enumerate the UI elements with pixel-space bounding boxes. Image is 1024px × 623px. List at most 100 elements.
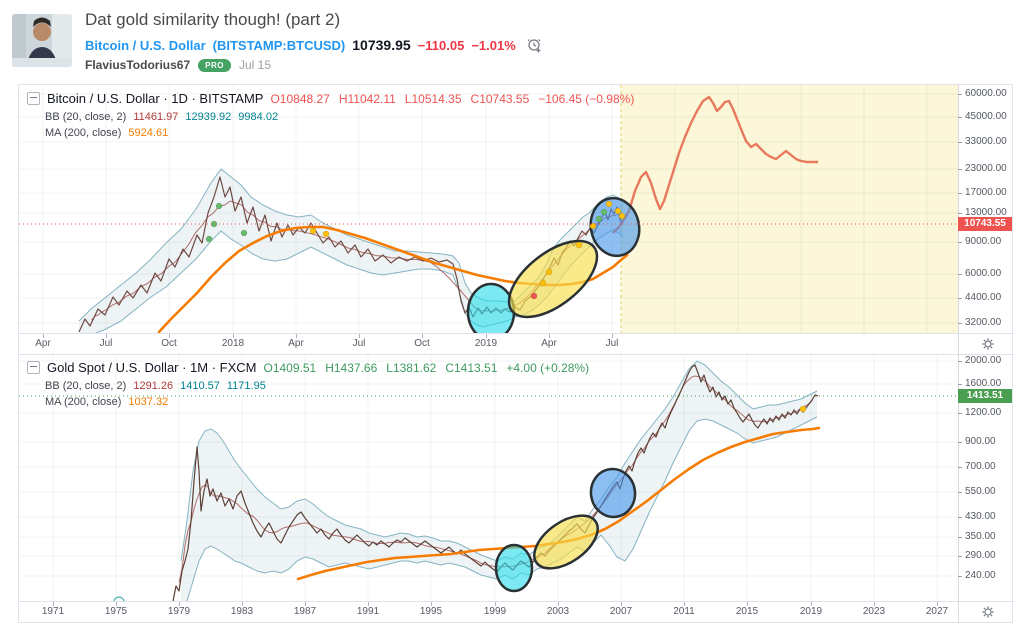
y-tick-label: 4400.00	[957, 292, 1002, 303]
x-tick-label: 2027	[925, 606, 949, 617]
last-price-tag-bitcoin: 10743.55	[958, 217, 1012, 231]
last-price-tag-gold: 1413.51	[958, 389, 1012, 403]
bb-basis-value: 1291.26	[133, 380, 174, 392]
x-tick-mark	[305, 602, 306, 606]
chart-widget: Bitcoin / U.S. Dollar · 1D · BITSTAMP O1…	[18, 84, 1014, 623]
x-tick-mark	[53, 602, 54, 606]
bb-label: BB (20, close, 2)	[45, 380, 127, 392]
low-value: L10514.35	[404, 91, 462, 106]
idea-header: Dat gold similarity though! (part 2) Bit…	[0, 0, 1024, 84]
x-tick-label: 2019	[474, 338, 498, 349]
low-value: L1381.62	[386, 360, 437, 375]
x-tick-label: Apr	[541, 338, 557, 349]
x-tick-mark	[43, 334, 44, 338]
y-tick-label: 60000.00	[958, 88, 1007, 99]
bb-basis-value: 11461.97	[133, 111, 179, 123]
bb-upper-value: 1410.57	[180, 380, 220, 392]
x-tick-label: 1979	[167, 606, 191, 617]
x-tick-label: Oct	[161, 338, 177, 349]
y-tick-label: 17000.00	[958, 187, 1007, 198]
x-tick-mark	[359, 334, 360, 338]
x-tick-label: Jul	[352, 338, 366, 349]
ma-label: MA (200, close)	[45, 127, 122, 139]
x-tick-label: 2023	[862, 606, 886, 617]
x-tick-label: Apr	[288, 338, 304, 349]
x-tick-label: 1995	[419, 606, 443, 617]
x-tick-mark	[422, 334, 423, 338]
open-value: O10848.27	[270, 91, 330, 106]
add-alert-icon[interactable]	[527, 38, 542, 53]
x-tick-mark	[233, 334, 234, 338]
y-tick-label: 6000.00	[957, 268, 1002, 279]
bb-indicator-row[interactable]: BB (20, close, 2) 1291.26 1410.57 1171.9…	[45, 380, 589, 392]
symbol-ticker[interactable]: (BITSTAMP:BTCUSD)	[212, 37, 346, 53]
collapse-pane-icon[interactable]	[27, 361, 40, 374]
change-value: +4.00 (+0.28%)	[506, 360, 590, 375]
ma-label: MA (200, close)	[45, 396, 122, 408]
x-tick-label: 1975	[104, 606, 128, 617]
close-value: C10743.55	[470, 91, 530, 106]
y-tick-label: 240.00	[958, 570, 996, 581]
axis-settings-gear-icon[interactable]	[980, 604, 996, 620]
y-tick-label: 430.00	[958, 511, 996, 522]
y-tick-label: 700.00	[958, 461, 996, 472]
x-tick-mark	[621, 602, 622, 606]
collapse-pane-icon[interactable]	[27, 92, 40, 105]
pane2-axis-separator	[19, 601, 1014, 602]
y-tick-label: 550.00	[958, 486, 996, 497]
bb-label: BB (20, close, 2)	[45, 111, 127, 123]
open-value: O1409.51	[263, 360, 317, 375]
x-tick-label: Apr	[35, 338, 51, 349]
x-tick-label: 1991	[356, 606, 380, 617]
x-tick-label: 2018	[221, 338, 245, 349]
author-row: FlaviusTodorius67 PRO Jul 15	[85, 58, 271, 72]
x-tick-label: 1987	[293, 606, 317, 617]
symbol-link[interactable]: Bitcoin / U.S. Dollar	[85, 37, 206, 53]
ohlc-values: O1409.51 H1437.66 L1381.62 C1413.51 +4.0…	[264, 361, 590, 375]
x-tick-mark	[169, 334, 170, 338]
x-tick-mark	[116, 602, 117, 606]
close-value: C1413.51	[445, 360, 498, 375]
x-tick-label: 1999	[483, 606, 507, 617]
series-title[interactable]: Bitcoin / U.S. Dollar · 1D · BITSTAMP	[47, 91, 264, 106]
legend-bitcoin: Bitcoin / U.S. Dollar · 1D · BITSTAMP O1…	[27, 91, 634, 143]
series-title[interactable]: Gold Spot / U.S. Dollar · 1M · FXCM	[47, 360, 257, 375]
ohlc-values: O10848.27 H11042.11 L10514.35 C10743.55 …	[270, 92, 634, 106]
y-tick-label: 3200.00	[957, 317, 1002, 328]
x-tick-label: 2007	[609, 606, 633, 617]
x-tick-label: 2015	[735, 606, 759, 617]
y-tick-label: 2000.00	[957, 355, 1002, 366]
x-tick-label: Oct	[414, 338, 430, 349]
x-tick-label: 2003	[546, 606, 570, 617]
y-tick-label: 13000.00	[958, 207, 1007, 218]
price-axis[interactable]: 10743.55 1413.51 60000.00 45000.00 33000.0…	[957, 85, 1014, 623]
ma-indicator-row[interactable]: MA (200, close) 5924.61	[45, 127, 634, 139]
high-value: H1437.66	[325, 360, 378, 375]
x-tick-mark	[747, 602, 748, 606]
x-tick-mark	[495, 602, 496, 606]
pro-badge: PRO	[198, 58, 231, 72]
time-axis-bitcoin[interactable]: Apr Jul Oct 2018 Apr Jul Oct 2019 Apr Jul	[19, 334, 958, 354]
axis-settings-gear-icon[interactable]	[980, 336, 996, 352]
pane2-top-separator	[19, 354, 1014, 355]
x-tick-mark	[242, 602, 243, 606]
x-tick-mark	[368, 602, 369, 606]
x-tick-mark	[937, 602, 938, 606]
x-tick-mark	[431, 602, 432, 606]
y-tick-label: 350.00	[958, 531, 996, 542]
x-tick-mark	[558, 602, 559, 606]
y-tick-label: 33000.00	[958, 136, 1007, 147]
y-tick-label: 45000.00	[958, 111, 1007, 122]
x-tick-label: 1971	[41, 606, 65, 617]
ma-value: 5924.61	[128, 127, 169, 139]
x-tick-mark	[612, 334, 613, 338]
bb-indicator-row[interactable]: BB (20, close, 2) 11461.97 12939.92 9984…	[45, 111, 634, 123]
time-axis-gold[interactable]: 1971 1975 1979 1983 1987 1991 1995 1999 2003 2007…	[19, 602, 958, 622]
bb-upper-value: 12939.92	[185, 111, 232, 123]
ma-indicator-row[interactable]: MA (200, close) 1037.32	[45, 396, 589, 408]
chart-canvas[interactable]	[19, 85, 958, 623]
author-name[interactable]: FlaviusTodorius67	[85, 58, 191, 72]
author-avatar[interactable]	[12, 14, 72, 67]
legend-gold: Gold Spot / U.S. Dollar · 1M · FXCM O140…	[27, 360, 589, 412]
